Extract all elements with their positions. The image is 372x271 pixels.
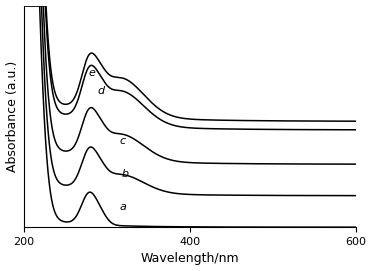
Text: e: e	[89, 68, 96, 78]
Text: c: c	[119, 136, 126, 146]
Text: d: d	[97, 86, 104, 96]
X-axis label: Wavelength/nm: Wavelength/nm	[141, 253, 239, 265]
Text: b: b	[122, 169, 129, 179]
Y-axis label: Absorbance (a.u.): Absorbance (a.u.)	[6, 61, 19, 172]
Text: a: a	[119, 202, 126, 212]
